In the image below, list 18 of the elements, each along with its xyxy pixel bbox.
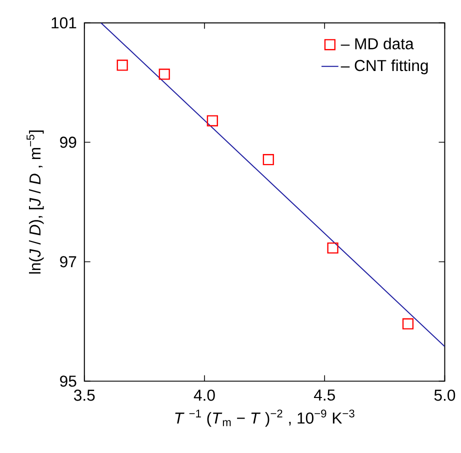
y-tick-label: 101 <box>52 17 76 29</box>
point <box>402 318 414 330</box>
x-tick-label: 3.5 <box>74 390 95 402</box>
x-tick-label: 4.5 <box>314 390 335 401</box>
point <box>262 154 274 166</box>
x-tick-label: 4.0 <box>194 390 215 402</box>
y-tick-label: 99 <box>60 136 76 148</box>
point <box>327 242 338 254</box>
point <box>116 60 128 71</box>
point <box>158 68 170 80</box>
point <box>206 115 218 127</box>
text: T $^{−1}$ (T$_{m}$ − T )$^{−2}$ , 10$^{−9}$ K$^{−3}$ <box>175 410 354 427</box>
y-tick-label: 95 <box>60 376 76 387</box>
text: ln(J / D), [J / D , m$^{−5}$] <box>26 130 44 274</box>
y-tick-label: 97 <box>60 256 76 268</box>
x-tick-label: 5.0 <box>434 390 456 402</box>
legend-label: – CNT fitting <box>340 60 428 74</box>
legend-label: – MD data <box>340 38 414 50</box>
